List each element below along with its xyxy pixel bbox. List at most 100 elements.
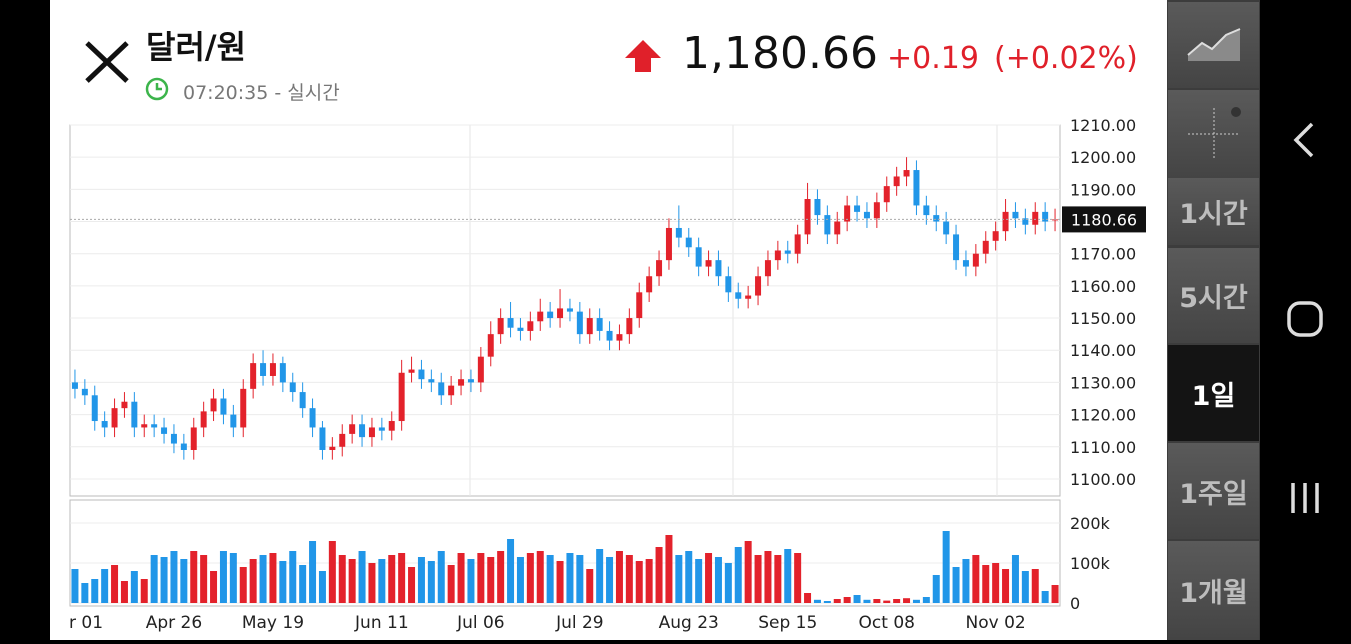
candle-body	[240, 388, 247, 428]
volume-bar	[279, 561, 287, 603]
volume-bar	[883, 600, 891, 603]
candle-body	[774, 250, 781, 261]
candle-body	[517, 327, 524, 331]
candle-body	[418, 369, 425, 380]
candle-body	[745, 295, 752, 299]
volume-bar	[596, 549, 604, 603]
candle-body	[398, 372, 405, 422]
interval-button[interactable]: 1시간	[1168, 178, 1259, 245]
volume-bar	[724, 563, 732, 603]
candle-body	[953, 234, 960, 261]
price: 1,180.66	[682, 28, 878, 79]
interval-button[interactable]: 1일	[1168, 345, 1259, 441]
y-tick-label: 100k	[1070, 554, 1111, 573]
candle-body	[844, 205, 851, 222]
volume-bar	[457, 553, 465, 603]
volume-bar	[1021, 571, 1029, 603]
volume-bar	[903, 598, 911, 603]
candle-body	[636, 292, 643, 319]
candle-body	[200, 411, 207, 428]
volume-bar	[873, 599, 881, 603]
chart-type-button[interactable]	[1168, 2, 1259, 88]
x-tick-label: Apr 26	[146, 613, 202, 633]
volume-bar	[962, 559, 970, 603]
panel: 달러/원 07:20:35 - 실시간 1,180.66 +0.19 (+0.0…	[50, 0, 1167, 640]
volume-bar	[130, 571, 138, 603]
candle-body	[309, 408, 316, 428]
candle-body	[933, 215, 940, 222]
candle-body	[497, 318, 504, 335]
candle-body	[863, 211, 870, 219]
home-icon[interactable]	[1287, 301, 1323, 337]
candle-body	[151, 424, 158, 428]
candle-body	[101, 421, 108, 428]
volume-bar	[200, 555, 208, 603]
y-tick-label: 1130.00	[1070, 373, 1136, 392]
volume-bar	[823, 601, 831, 603]
candle-body	[250, 363, 257, 389]
candle-body	[784, 250, 791, 254]
volume-bar	[556, 561, 564, 603]
candle-body	[626, 318, 633, 335]
volume-bar	[615, 551, 623, 603]
candle-body	[121, 401, 128, 409]
current-price-label: 1180.66	[1071, 210, 1137, 229]
volume-bar	[942, 531, 950, 603]
candle-body	[408, 369, 415, 373]
volume-bar	[566, 553, 574, 603]
candle-body	[1032, 211, 1039, 225]
volume-bar	[338, 555, 346, 603]
volume-bar	[150, 555, 158, 603]
crosshair-button[interactable]	[1168, 90, 1259, 178]
volume-bar	[1041, 591, 1049, 603]
volume-bar	[219, 551, 227, 603]
volume-bar	[754, 555, 762, 603]
recent-icon[interactable]	[1291, 483, 1319, 513]
candle-body	[834, 221, 841, 235]
volume-bar	[1031, 569, 1039, 603]
x-tick-label: May 19	[242, 613, 304, 633]
volume-bar	[1002, 569, 1010, 603]
volume-bar	[417, 557, 425, 603]
interval-button[interactable]: 1주일	[1168, 443, 1259, 539]
chart: 1100.00 1110.00 1120.00 1130.00 1140.00 1150.…	[69, 116, 1146, 633]
volume-plot-frame	[69, 499, 1061, 607]
candle-body	[586, 318, 593, 335]
volume-bar	[91, 579, 99, 603]
volume-bar	[447, 565, 455, 603]
interval-button[interactable]: 5시간	[1168, 248, 1259, 343]
candle-body	[339, 433, 346, 447]
volume-bar	[328, 541, 336, 603]
volume-bar	[388, 555, 396, 603]
y-tick-label: 1120.00	[1070, 406, 1136, 425]
volume-bar	[794, 553, 802, 603]
interval-button[interactable]: 1개월	[1168, 541, 1259, 640]
back-icon[interactable]	[1293, 122, 1314, 158]
up-arrow	[625, 40, 661, 72]
volume-bar	[210, 571, 218, 603]
volume-bar	[516, 557, 524, 603]
volume-bar	[289, 551, 297, 603]
volume-bar	[853, 595, 861, 603]
x-tick-label: Aug 23	[659, 613, 719, 633]
candle-body	[1012, 211, 1019, 219]
volume-bar	[774, 555, 782, 603]
volume-bar	[982, 565, 990, 603]
volume-bar	[348, 559, 356, 603]
candle-body	[804, 199, 811, 235]
candle-body	[557, 308, 564, 319]
candle-body	[982, 240, 989, 254]
close-icon[interactable]	[84, 40, 130, 84]
candle-body	[606, 330, 613, 341]
volume-bar	[437, 551, 445, 603]
candle-body	[71, 382, 78, 389]
x-tick-label: Jul 29	[555, 613, 604, 633]
candle-body	[319, 427, 326, 450]
candle-body	[596, 318, 603, 331]
volume-bar	[863, 599, 871, 603]
candle-body	[893, 176, 900, 187]
volume-bar	[140, 579, 148, 603]
candle-body	[220, 398, 227, 415]
candle-body	[814, 199, 821, 216]
y-tick-label: 1100.00	[1070, 470, 1136, 489]
